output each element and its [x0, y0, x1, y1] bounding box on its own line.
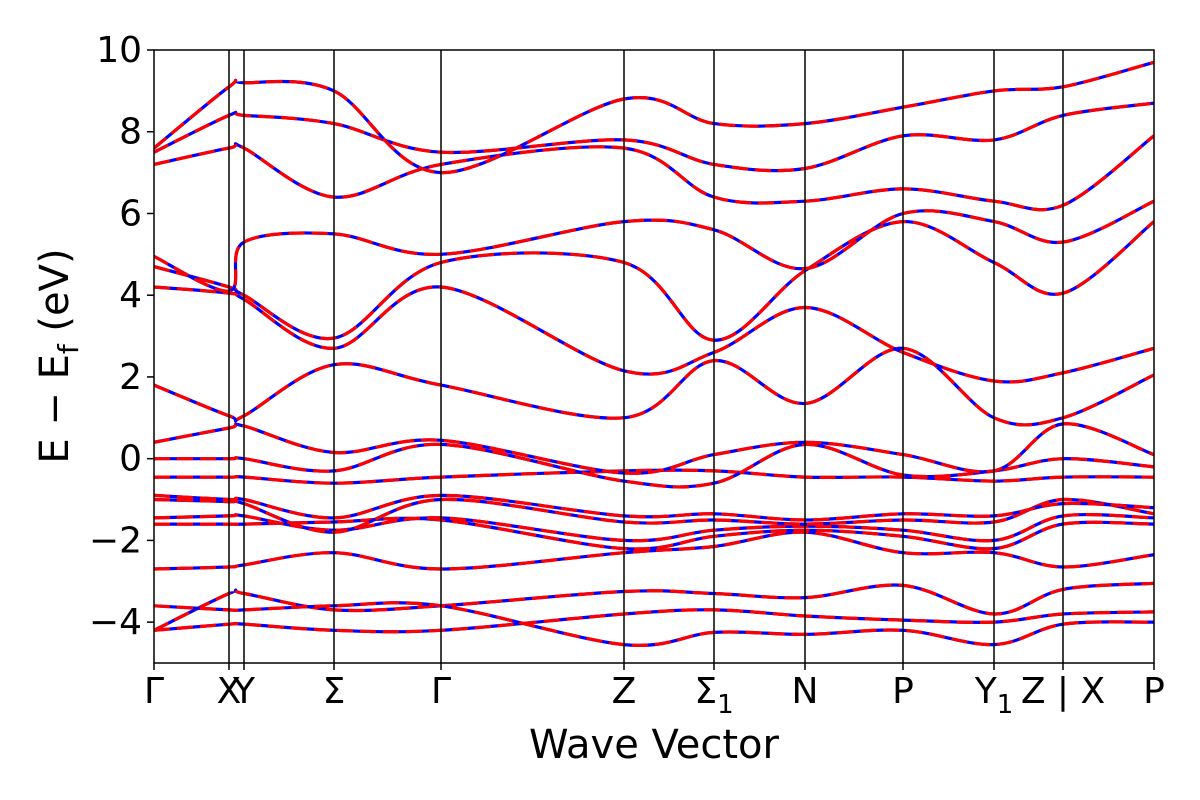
energy-bands — [154, 60, 1154, 647]
band-3 — [154, 530, 1154, 571]
band-14 — [154, 199, 1154, 293]
y-tick-label-1: −2 — [89, 520, 142, 561]
band-7 — [154, 493, 1154, 522]
band-4 — [154, 516, 1154, 551]
band-overlay-11 — [154, 346, 1154, 427]
kpoint-label-10: Z | X — [1021, 671, 1105, 712]
plot-frame — [153, 49, 1155, 664]
band-2 — [154, 601, 1154, 647]
band-5 — [154, 512, 1154, 543]
band-13 — [154, 219, 1154, 342]
kpoint-label-0: Γ — [144, 671, 164, 712]
y-tick-label-2: 0 — [119, 439, 142, 480]
y-tick-label-4: 4 — [119, 275, 142, 316]
kpoint-label-9: Y1 — [974, 671, 1014, 720]
x-axis-kpoint-labels: Γ XY Σ Γ Z Σ1 N P Y1 Z | X P — [144, 663, 1165, 720]
kpoint-label-3: Σ — [323, 671, 346, 712]
band-15 — [154, 134, 1154, 212]
y-axis-label: E − Ef (eV) — [32, 248, 85, 463]
band-overlay-2 — [154, 601, 1154, 647]
band-overlay-10 — [154, 422, 1154, 475]
y-axis-ticks: −4 −2 0 2 4 6 8 10 — [89, 30, 154, 643]
kpoint-label-4: Γ — [431, 671, 451, 712]
y-tick-label-3: 2 — [119, 357, 142, 398]
high-symmetry-lines — [228, 50, 1064, 663]
kpoint-label-11: P — [1143, 671, 1165, 712]
band-overlay-14 — [154, 199, 1154, 293]
kpoint-label-5: Z — [612, 671, 637, 712]
y-tick-label-0: −4 — [89, 602, 142, 643]
band-11 — [154, 346, 1154, 427]
x-axis-label: Wave Vector — [529, 722, 780, 768]
kpoint-label-8: P — [892, 671, 914, 712]
kpoint-label-6: Σ1 — [694, 671, 733, 720]
y-tick-label-7: 10 — [96, 30, 142, 71]
kpoint-label-7: N — [792, 671, 819, 712]
kpoint-label-1: X — [217, 671, 242, 712]
band-overlay-13 — [154, 219, 1154, 342]
band-10 — [154, 422, 1154, 475]
band-16 — [154, 101, 1154, 173]
y-tick-label-6: 8 — [119, 112, 142, 153]
y-tick-label-5: 6 — [119, 193, 142, 234]
band-overlay-15 — [154, 134, 1154, 212]
kpoint-label-2: Y — [232, 671, 256, 712]
